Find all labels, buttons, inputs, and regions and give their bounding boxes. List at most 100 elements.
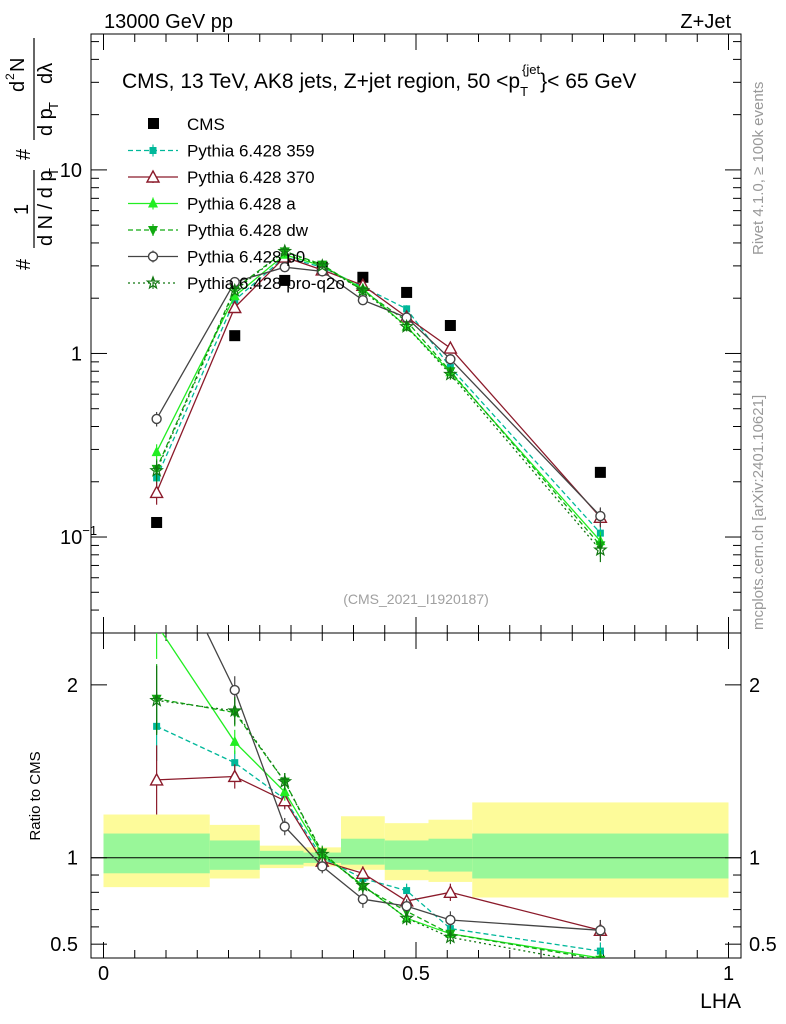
main-y-tick-label: 1 (71, 343, 82, 365)
x-axis-label: LHA (700, 990, 741, 1013)
x-tick-label: 0 (98, 963, 109, 985)
data-point-p359 (403, 305, 411, 313)
mcplots-label: mcplots.cern.ch [arXiv:2401.10621] (750, 395, 767, 630)
chart-title-sub: T (520, 84, 528, 99)
legend-marker-pdw (148, 226, 158, 236)
ratio-point-p359 (403, 887, 411, 895)
chart-title-main: CMS, 13 TeV, AK8 jets, Z+jet region, 50 … (122, 70, 520, 93)
data-point-pq2o (277, 243, 293, 258)
ratio-point-pq2o (355, 877, 371, 892)
uncertainty-bands (103, 802, 729, 898)
analysis-watermark: (CMS_2021_I1920187) (343, 591, 489, 607)
ratio-point-pq2o (314, 846, 330, 861)
ratio-point-pa (279, 786, 290, 797)
series-line-pq2o (156, 250, 601, 551)
data-point-p370 (227, 300, 242, 314)
legend-marker-p370 (145, 169, 161, 183)
data-point-pp0 (595, 510, 606, 522)
band-inner (472, 833, 729, 879)
ratio-point-pp0 (595, 925, 606, 936)
data-point-pq2o (149, 462, 164, 477)
rivet-version-label: Rivet 4.1.0, ≥ 100k events (750, 82, 767, 255)
ratio-y-tick-label: 1 (67, 848, 78, 870)
ratio-line-pp0 (206, 633, 601, 931)
legend-label-pp0: Pythia 6.428 p0 (187, 248, 305, 267)
main-y-tick-label: 10 (60, 160, 82, 182)
data-point-pa (229, 290, 240, 301)
legend-label-p359: Pythia 6.428 359 (187, 142, 315, 161)
ylabel-sub-t-2: T (46, 102, 61, 110)
ratio-point-p359 (231, 759, 239, 767)
data-point-pp0 (357, 295, 369, 306)
ratio-line-p370 (156, 775, 601, 931)
ylabel-hash-2: # (13, 148, 35, 160)
legend-marker-p359 (149, 147, 157, 154)
series-line-pa (156, 253, 601, 542)
ylabel-numerator-2: d (7, 81, 29, 92)
data-point-pq2o (355, 282, 371, 297)
ylabel-denominator-1: d N / d p (35, 170, 57, 246)
data-point-p370 (149, 484, 164, 499)
data-point-pa (151, 446, 162, 457)
data-point-cms (594, 466, 606, 478)
ratio-y-tick-label-right: 2 (749, 675, 760, 697)
band-inner (341, 838, 385, 865)
legend-label-pa: Pythia 6.428 a (187, 195, 296, 214)
data-point-cms (444, 320, 456, 332)
main-series-group (149, 243, 608, 563)
ratio-y-tick-label: 2 (67, 675, 78, 697)
legend: CMS Pythia 6.428 359 Pythia 6.428 370 Pythi… (128, 115, 345, 293)
data-point-cms (401, 286, 413, 298)
ratio-point-p370 (443, 884, 458, 899)
chart-title-sup: {jet (522, 62, 540, 77)
ratio-plot: 0.5 0.5 1 1 2 2 0 0.5 1 (50, 618, 777, 985)
legend-marker-pq2o (145, 275, 161, 290)
data-point-cms (279, 274, 291, 286)
ylabel-sub-t-1: T (46, 168, 61, 176)
legend-label-pq2o: Pythia 6.428 pro-q2o (187, 274, 345, 293)
ylabel-hash-1: # (13, 258, 35, 270)
legend-label-CMS: CMS (187, 115, 225, 134)
series-pp0 (151, 262, 606, 526)
legend-marker-pp0 (147, 251, 159, 262)
band-inner (209, 840, 260, 870)
series-line-pdw (156, 250, 601, 546)
ratio-point-pp0 (317, 861, 328, 872)
ratio-y-tick-label-right: 1 (749, 848, 760, 870)
data-point-pp0 (151, 413, 162, 425)
main-y-axis-label: # 1 d N / d p T # d 2 N d p T dλ (3, 38, 61, 270)
band-inner (384, 840, 429, 870)
ratio-line-pa (161, 633, 601, 958)
series-line-p359 (156, 256, 601, 534)
ratio-point-pa (229, 735, 240, 746)
header-left: 13000 GeV pp (104, 11, 233, 33)
ratio-point-pq2o (600, 957, 601, 958)
legend-item-p370: Pythia 6.428 370 (128, 168, 315, 187)
ratio-point-pq2o (277, 773, 293, 788)
data-point-pq2o (443, 366, 458, 381)
series-pdw (151, 247, 606, 557)
series-line-pp0 (156, 266, 601, 517)
legend-label-pdw: Pythia 6.428 dw (187, 221, 309, 240)
ratio-point-pq2o (227, 703, 243, 718)
data-point-p370 (443, 340, 458, 354)
ylabel-numerator-1: 1 (11, 204, 33, 215)
data-point-pq2o (593, 542, 608, 557)
x-tick-label: 1 (723, 963, 734, 985)
data-point-pp0 (279, 262, 290, 273)
data-point-cms (229, 330, 241, 342)
legend-item-pa: Pythia 6.428 a (128, 195, 296, 214)
ratio-line-p359 (156, 725, 601, 952)
ratio-point-pp0 (229, 684, 240, 696)
ratio-point-pq2o (443, 929, 458, 944)
ylabel-denominator-2: d p (35, 108, 57, 136)
ratio-series-group (149, 618, 608, 958)
ratio-y-tick-label: 0.5 (50, 934, 78, 956)
data-point-pq2o (399, 318, 414, 333)
band-inner (103, 833, 210, 874)
ratio-point-pa (152, 618, 162, 628)
ratio-point-pp0 (357, 894, 369, 905)
chart-title-end: }< 65 GeV (540, 70, 636, 93)
